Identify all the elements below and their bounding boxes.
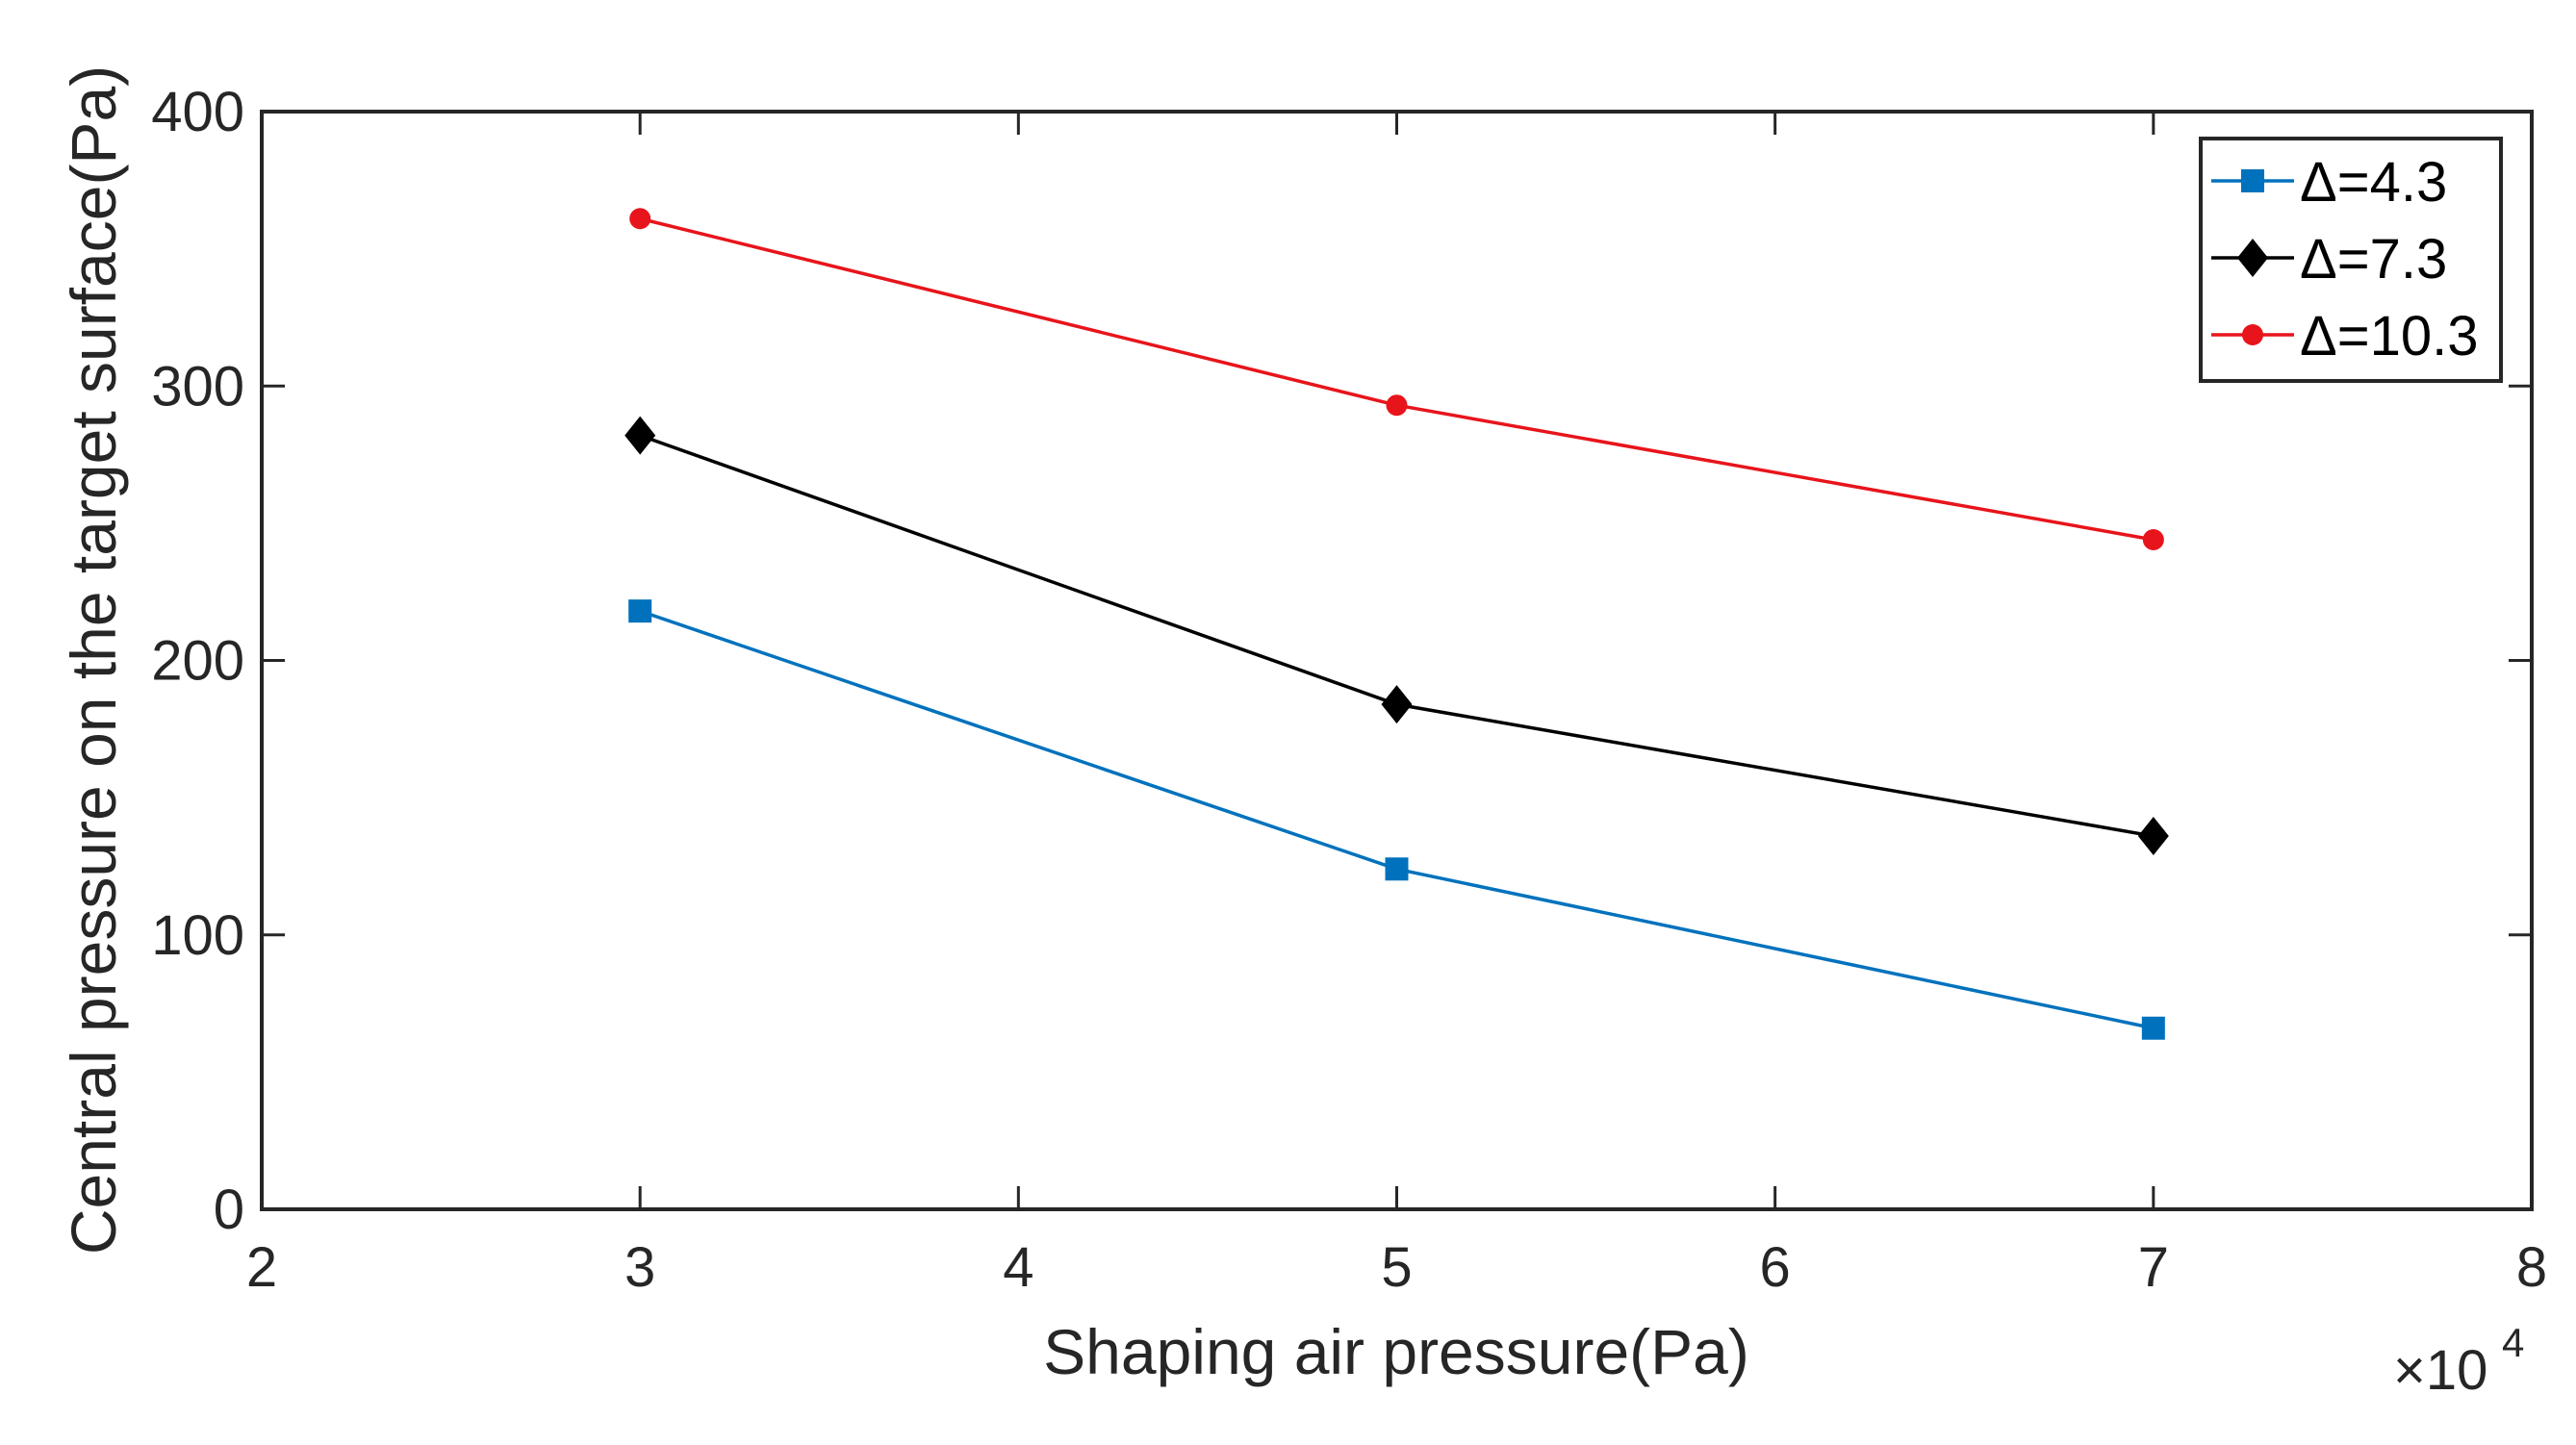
data-point-3-1 — [629, 208, 651, 230]
series-layer — [625, 208, 2169, 1040]
x-tick-label: 7 — [2138, 1236, 2169, 1299]
y-tick-label: 300 — [151, 355, 244, 418]
x-tick-label: 3 — [625, 1236, 655, 1299]
x-tick-label: 4 — [1003, 1236, 1033, 1299]
x-tick-labels: 2 3 4 5 6 7 8 — [246, 1236, 2547, 1299]
y-axis-title: Central pressure on the target surface(P… — [58, 65, 129, 1255]
legend-marker-2 — [2237, 239, 2268, 277]
y-tick-label: 400 — [151, 81, 244, 143]
legend-label-3: Δ=10.3 — [2300, 305, 2479, 368]
y-tick-label: 0 — [214, 1179, 244, 1241]
x-tick-label: 6 — [1760, 1236, 1791, 1299]
plot-frame — [260, 110, 2534, 1211]
data-point-1-1 — [628, 599, 652, 623]
data-point-3-2 — [1386, 394, 1408, 417]
x-multiplier-base: ×10 — [2393, 1339, 2487, 1402]
x-tick-label: 2 — [246, 1236, 277, 1299]
legend: Δ=4.3 Δ=7.3 Δ=10.3 — [2199, 137, 2503, 383]
legend-label-2: Δ=7.3 — [2300, 228, 2447, 291]
legend-marker-3 — [2242, 324, 2263, 345]
x-tick-label: 8 — [2516, 1236, 2547, 1299]
data-point-1-3 — [2141, 1016, 2165, 1040]
data-point-2-2 — [1381, 685, 1413, 724]
x-multiplier-exponent: 4 — [2502, 1320, 2524, 1365]
plot-area — [262, 112, 2532, 1209]
data-point-3-3 — [2142, 528, 2164, 550]
x-tick-label: 5 — [1381, 1236, 1412, 1299]
data-point-2-3 — [2137, 817, 2169, 856]
y-tick-label: 100 — [151, 904, 244, 967]
x-axis-title: Shaping air pressure(Pa) — [1043, 1316, 1749, 1387]
y-tick-labels: 0 100 200 300 400 — [151, 81, 244, 1241]
legend-label-1: Δ=4.3 — [2300, 151, 2447, 214]
data-point-1-2 — [1385, 857, 1409, 881]
data-point-2-1 — [625, 416, 656, 455]
y-tick-label: 200 — [151, 630, 244, 693]
legend-marker-1 — [2241, 169, 2264, 192]
